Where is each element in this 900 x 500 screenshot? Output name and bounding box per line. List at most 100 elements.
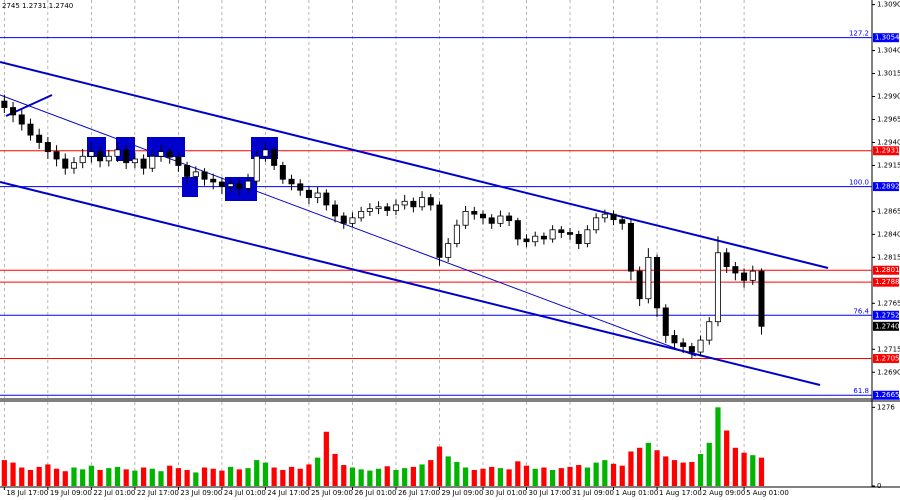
candle-body [97,151,104,162]
volume-bar [201,467,208,486]
volume-bar [80,469,86,486]
volume-bar [619,465,625,486]
volume-bar [10,462,16,486]
volume-bar [454,461,460,486]
y-tick-label: 1.2990 [877,93,900,101]
candle-body [157,151,165,157]
candle-body [384,206,391,211]
volume-bar [436,446,443,486]
candle-body [619,219,626,224]
volume-bar [706,442,712,486]
candle-body [10,107,17,116]
candle-body [445,243,452,258]
volume-bar [358,469,364,486]
volume-tick-label: 0 [877,482,881,490]
candle-body [584,229,591,244]
volume-bar [402,468,408,486]
volume-bar [132,470,138,486]
candle-body [340,215,347,224]
volume-tick-label: 1276 [877,403,895,411]
ohlc-info: 2745 1.2731 1.2740 [2,2,73,10]
volume-bar [558,468,564,486]
volume-bar [193,472,199,486]
level-label-box [873,353,899,363]
volume-bar [62,471,68,486]
candle-body [105,155,112,162]
x-tick-label: 30 Jul 17:00 [529,489,571,497]
candle-body [140,158,147,169]
x-tick-label: 24 Jul 17:00 [267,489,309,497]
candle-body [697,339,704,353]
candle-body [419,197,426,208]
volume-bar [45,464,51,486]
level-label: 1.2931 [875,147,900,155]
volume-bar [506,469,512,486]
y-tick-label: 1.2715 [877,345,900,353]
candle-body [479,213,487,219]
x-tick-label: 22 Jul 01:00 [93,489,135,497]
candle-body [714,252,721,323]
candle-body [532,235,539,243]
volume-bar [280,469,286,486]
candle-body [271,149,278,166]
candle-body [732,266,739,274]
volume-bar [149,468,155,486]
volume-bar [610,463,617,486]
volume-bar [758,457,765,486]
candle-body [349,217,356,224]
x-tick-label: 25 Jul 09:00 [311,489,353,497]
candle-body [375,206,382,210]
x-tick-label: 2 Aug 09:00 [703,489,746,497]
candle-body [184,165,191,177]
volume-bar [210,468,216,486]
y-tick-label: 1.2840 [877,230,900,238]
candle-body [723,252,730,267]
candle-body [453,224,460,244]
candle-body [427,197,434,206]
zone-box [116,137,135,161]
volume-bar [315,457,321,486]
volume-bar [724,430,730,486]
candle-body [523,238,530,243]
volume-bar [532,468,538,486]
levels: 127.2 100.0 76.4 61.8 [0,30,872,396]
volume-bar [654,450,660,486]
volume-bar [732,447,738,486]
candle-body [253,155,260,182]
zone-box [225,177,257,201]
y-tick-label: 1.2865 [877,207,900,215]
candle-body [297,183,304,191]
x-tick-label: 1 Aug 17:00 [659,489,702,497]
volume-bar [254,460,260,486]
candle-body [245,180,252,189]
level-label-box [873,310,899,320]
candle-body [601,213,608,219]
candle-body [314,192,321,199]
candle-body [654,256,661,309]
candle-body [645,256,652,300]
volume-bar [515,461,521,486]
volume-bar [71,467,77,486]
volume-bar [628,451,634,486]
candle-body [123,149,130,164]
y-tick-label: 1.3015 [877,70,900,78]
candle-body [79,155,86,164]
candle-body [680,342,687,347]
volume-bar [384,466,390,486]
volume-bar [140,467,147,486]
candle-body [332,204,339,217]
y-tick-label: 1.3090 [877,1,900,9]
candle-body [392,204,399,211]
volume-bar [663,456,669,486]
x-tick-label: 18 Jul 17:00 [6,489,48,497]
volume-bar [245,468,251,486]
volume-bar [541,467,547,486]
candle-body [636,270,643,300]
volume-bar [393,469,399,486]
candle-body [27,123,34,136]
volume-bar [367,470,373,486]
candle-body [610,213,617,221]
x-tick-label: 26 Jul 17:00 [398,489,440,497]
candle-body [218,181,225,187]
